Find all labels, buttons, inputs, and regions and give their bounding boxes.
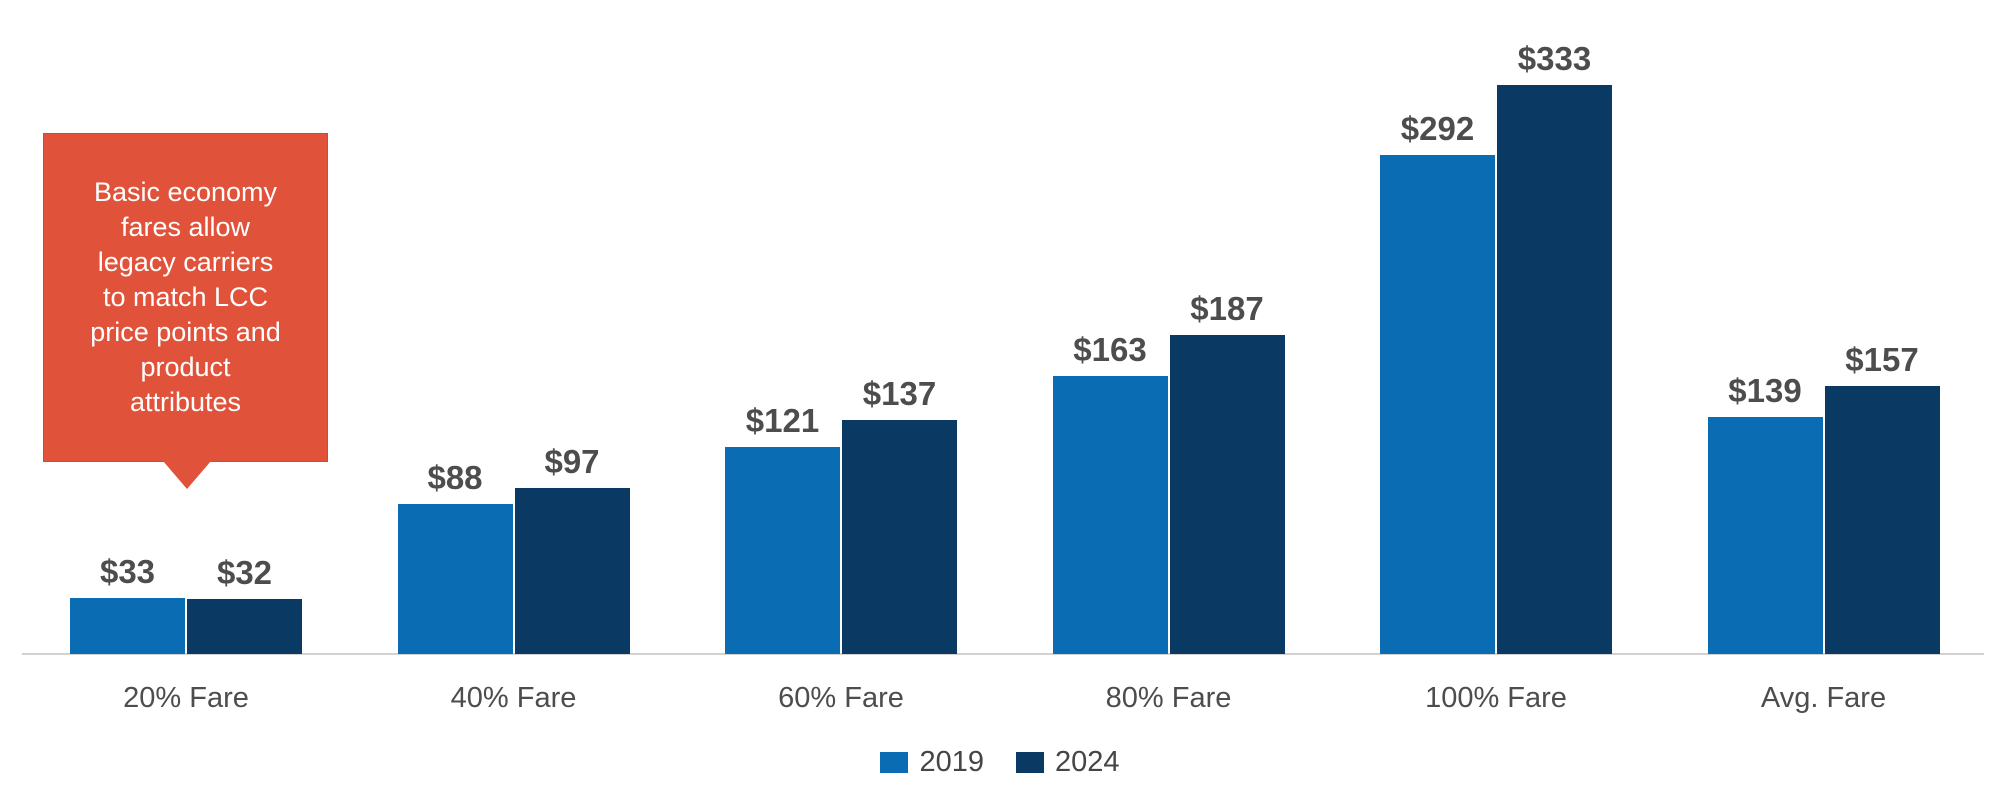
bar-value-label: $137 xyxy=(862,375,937,412)
bar-column-2024-40-fare: $97 xyxy=(514,443,630,654)
x-axis-label-40-fare: 40% Fare xyxy=(450,682,577,714)
bar-value-label: $333 xyxy=(1517,40,1592,77)
callout-pointer-icon xyxy=(163,461,211,489)
bar-2019-40-fare xyxy=(397,504,513,654)
bar-2024-40-fare xyxy=(514,488,630,654)
bar-value-label: $139 xyxy=(1728,372,1802,409)
bar-value-label: $97 xyxy=(544,443,600,480)
bar-group-20-fare: $33 $32 xyxy=(70,0,302,654)
bar-value-label: $163 xyxy=(1073,331,1147,368)
bar-group-40-fare: $88 $97 xyxy=(397,0,630,654)
x-axis-label-20-fare: 20% Fare xyxy=(123,682,249,714)
bar-column-2019-40-fare: $88 xyxy=(397,459,513,654)
bar-value-label: $121 xyxy=(745,402,820,439)
bar-value-label: $292 xyxy=(1400,110,1475,147)
bar-2019-100-fare xyxy=(1380,155,1495,654)
legend-swatch-2024 xyxy=(1016,752,1044,773)
callout-text: Basic economy fares allow legacy carrier… xyxy=(90,177,281,417)
bar-value-label: $32 xyxy=(216,554,273,591)
callout-annotation: Basic economy fares allow legacy carrier… xyxy=(43,133,328,489)
bar-group-100-fare: $292 $333 xyxy=(1380,0,1612,654)
bar-column-2024-avg-fare: $157 xyxy=(1824,341,1940,654)
bar-column-2019-60-fare: $121 xyxy=(725,404,840,654)
bar-value-label: $157 xyxy=(1845,341,1919,378)
x-axis-label-100-fare: 100% Fare xyxy=(1425,682,1567,714)
bar-2024-100-fare xyxy=(1497,85,1612,654)
bar-2024-60-fare xyxy=(842,420,957,654)
bar-2024-20-fare xyxy=(187,599,302,654)
legend-item-2024: 2024 xyxy=(1016,748,1120,777)
x-axis-label-60-fare: 60% Fare xyxy=(778,682,904,714)
bar-column-2019-20-fare: $33 xyxy=(70,555,185,654)
bar-value-label: $88 xyxy=(427,459,483,496)
bar-group-avg-fare: $139 $157 xyxy=(1707,0,1940,654)
x-axis-label-80-fare: 80% Fare xyxy=(1105,682,1232,714)
legend-label-2024: 2024 xyxy=(1055,746,1120,778)
bar-2019-avg-fare xyxy=(1707,417,1823,654)
legend-item-2019: 2019 xyxy=(880,748,984,777)
bar-value-label: $33 xyxy=(99,553,156,590)
legend-swatch-2019 xyxy=(880,752,909,773)
x-axis-label-avg-fare: Avg. Fare xyxy=(1760,682,1887,714)
bar-column-2024-100-fare: $333 xyxy=(1497,42,1612,654)
bar-2019-20-fare xyxy=(70,598,185,654)
bar-2019-80-fare xyxy=(1052,376,1168,654)
bar-2024-avg-fare xyxy=(1824,386,1940,654)
bar-group-60-fare: $121 $137 xyxy=(725,0,957,654)
bar-column-2024-80-fare: $187 xyxy=(1169,290,1285,654)
x-axis-line xyxy=(22,653,1984,655)
bar-column-2019-80-fare: $163 xyxy=(1052,331,1168,654)
bar-2019-60-fare xyxy=(725,447,840,654)
bar-group-80-fare: $163 $187 xyxy=(1052,0,1285,654)
legend-label-2019: 2019 xyxy=(919,746,984,778)
bar-2024-80-fare xyxy=(1169,335,1285,654)
bar-value-label: $187 xyxy=(1190,290,1264,327)
bar-column-2024-60-fare: $137 xyxy=(842,377,957,654)
bar-column-2019-avg-fare: $139 xyxy=(1707,372,1823,654)
bar-column-2024-20-fare: $32 xyxy=(187,556,302,654)
bar-column-2019-100-fare: $292 xyxy=(1380,112,1495,654)
legend: 2019 2024 xyxy=(0,748,2000,777)
